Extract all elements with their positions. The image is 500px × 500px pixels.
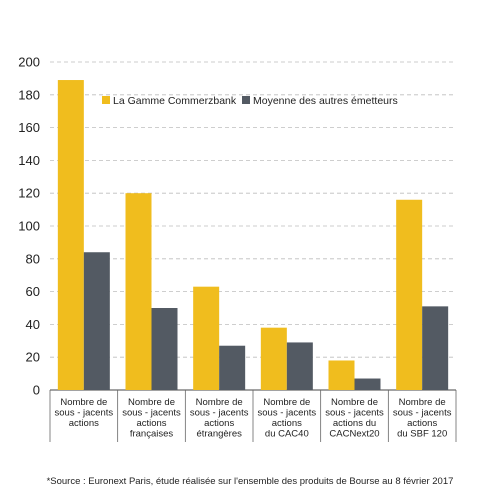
y-tick-label: 20 [26, 350, 40, 365]
bar-commerzbank [328, 360, 355, 390]
x-category-label: sous - jacents [55, 408, 114, 419]
bar-commerzbank [193, 286, 220, 390]
x-category-label: sous - jacents [258, 408, 317, 419]
y-tick-label: 60 [26, 284, 40, 299]
bar-autres-emetteurs [151, 308, 178, 390]
bar-commerzbank [125, 193, 152, 390]
y-tick-label: 0 [33, 383, 40, 398]
bar-autres-emetteurs [354, 378, 381, 390]
bar-commerzbank [396, 199, 423, 390]
x-category-label: du CAC40 [265, 429, 309, 440]
y-tick-label: 120 [18, 186, 40, 201]
legend-label: Moyenne des autres émetteurs [253, 95, 398, 107]
bar-commerzbank [57, 80, 84, 390]
x-category-label: actions [69, 418, 99, 429]
y-tick-label: 80 [26, 251, 40, 266]
legend-swatch [102, 96, 110, 104]
x-category-label: CACNext20 [329, 429, 379, 440]
y-tick-label: 140 [18, 153, 40, 168]
legend-label: La Gamme Commerzbank [113, 95, 237, 107]
y-tick-label: 180 [18, 87, 40, 102]
x-category-label: actions [272, 418, 302, 429]
bar-autres-emetteurs [219, 345, 246, 390]
x-category-label: sous - jacents [122, 408, 181, 419]
y-tick-label: 160 [18, 120, 40, 135]
legend: La Gamme Commerzbank Moyenne des autres é… [102, 95, 398, 107]
x-category-label: Nombre de [196, 397, 243, 408]
x-category-label: actions [204, 418, 234, 429]
x-category-label: du SBF 120 [397, 429, 447, 440]
bars [57, 80, 449, 390]
x-category-label: Nombre de [399, 397, 446, 408]
x-category-label: actions du [333, 418, 376, 429]
bar-autres-emetteurs [422, 306, 449, 390]
bar-autres-emetteurs [83, 252, 110, 390]
y-tick-label: 200 [18, 55, 40, 70]
bar-commerzbank [260, 327, 287, 390]
legend-swatch [242, 96, 250, 104]
x-category-label: Nombre de [331, 397, 378, 408]
y-tick-label: 100 [18, 219, 40, 234]
x-category-label: sous - jacents [393, 408, 452, 419]
source-footnote: *Source : Euronext Paris, étude réalisée… [46, 476, 454, 487]
x-category-label: sous - jacents [190, 408, 249, 419]
gridlines [50, 61, 456, 358]
x-category-label: Nombre de [128, 397, 175, 408]
x-category-label: françaises [130, 429, 174, 440]
x-category-label: actions [407, 418, 437, 429]
x-category-label: Nombre de [263, 397, 310, 408]
x-category-label: actions [136, 418, 166, 429]
x-category-label: sous - jacents [325, 408, 384, 419]
bar-autres-emetteurs [286, 342, 313, 390]
x-category-label: Nombre de [60, 397, 107, 408]
x-category-label: étrangères [196, 429, 242, 440]
y-tick-label: 40 [26, 317, 40, 332]
